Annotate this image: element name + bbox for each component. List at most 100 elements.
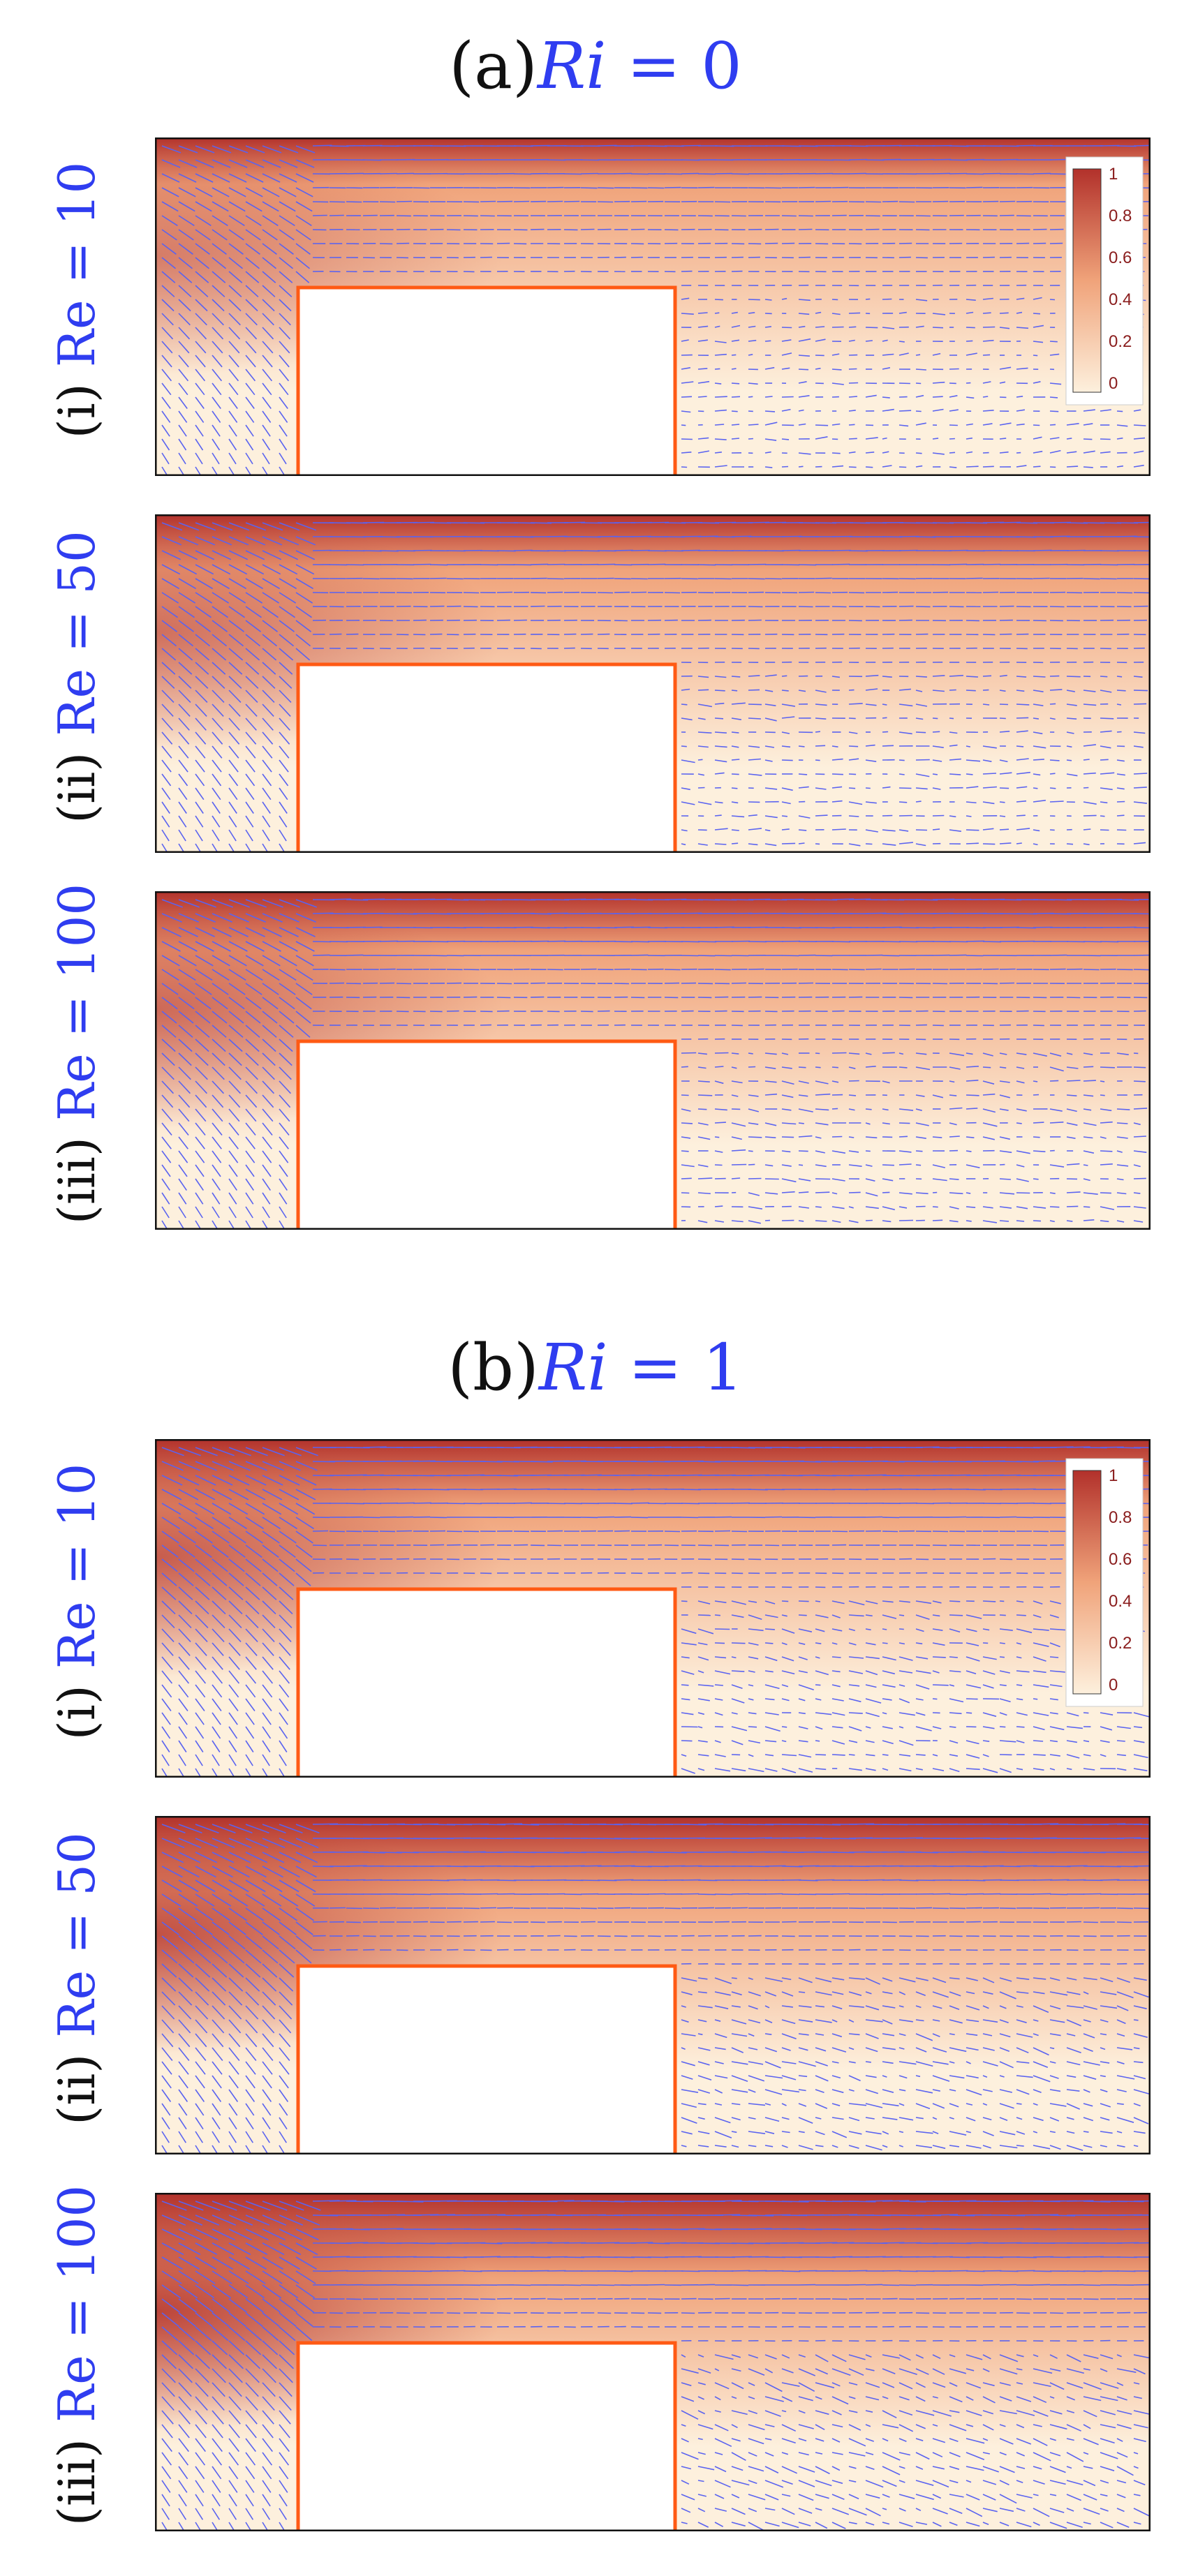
velocity-arrow [228,271,243,283]
velocity-arrow [781,1600,789,1602]
velocity-arrow [1016,1164,1025,1168]
velocity-arrow [781,1122,797,1125]
velocity-arrow [212,1192,221,1205]
velocity-arrow [195,1907,214,1921]
velocity-arrow [798,1600,809,1602]
velocity-arrow [262,1935,279,1950]
velocity-arrow [798,1740,808,1743]
velocity-arrow [262,1531,280,1544]
velocity-arrow [1016,465,1027,468]
velocity-arrow [195,1503,215,1515]
velocity-arrow [815,1642,822,1644]
velocity-arrow [714,772,725,775]
velocity-arrow [848,1726,862,1732]
velocity-arrow [731,717,742,720]
velocity-arrow [195,662,209,675]
velocity-arrow [178,731,190,745]
velocity-arrow [798,338,811,342]
velocity-arrow [496,1488,517,1490]
panel-frame [155,137,1151,476]
velocity-arrow [848,1094,857,1096]
velocity-arrow [195,690,208,703]
velocity-arrow [195,606,212,618]
velocity-arrow [1033,799,1046,803]
velocity-arrow [212,201,229,212]
velocity-arrow [764,703,776,706]
velocity-arrow [245,215,262,226]
velocity-arrow [212,801,221,814]
velocity-arrow [262,801,271,814]
velocity-arrow [1049,396,1058,399]
velocity-arrow [614,941,633,943]
velocity-arrow [1033,172,1051,174]
velocity-arrow [982,326,996,328]
velocity-arrow [714,1530,731,1532]
velocity-arrow [697,1656,709,1661]
velocity-arrow [748,1684,754,1687]
velocity-arrow [212,1080,224,1094]
velocity-arrow [1016,1656,1022,1659]
velocity-arrow [865,1150,871,1152]
velocity-arrow [178,815,187,828]
velocity-arrow [1033,424,1040,426]
velocity-arrow [212,983,229,995]
velocity-arrow [731,368,737,370]
velocity-arrow [1066,731,1074,734]
velocity-arrow [262,1503,282,1515]
velocity-arrow [1133,745,1144,748]
velocity-arrow [212,1066,225,1080]
velocity-arrow [262,690,275,703]
velocity-arrow [1083,1108,1092,1111]
velocity-arrow [748,1614,762,1621]
velocity-arrow [245,1206,253,1219]
velocity-arrow [781,438,790,440]
velocity-arrow [195,536,216,546]
velocity-arrow [295,983,313,995]
velocity-arrow [714,702,725,705]
velocity-arrow [195,899,216,908]
velocity-arrow [932,759,942,762]
velocity-arrow [1083,690,1096,692]
velocity-arrow [714,731,727,734]
velocity-arrow [245,1852,268,1863]
velocity-arrow [279,1489,299,1501]
velocity-arrow [748,1163,755,1166]
velocity-arrow [1066,717,1077,720]
velocity-arrow [865,787,871,789]
velocity-arrow [982,1093,996,1096]
velocity-arrow [697,437,709,440]
velocity-arrow [279,1517,297,1530]
velocity-arrow [178,829,186,842]
velocity-arrow [161,592,179,604]
velocity-arrow [195,969,213,981]
velocity-arrow [279,592,297,604]
velocity-arrow [1066,1136,1076,1139]
velocity-arrow [798,982,814,984]
velocity-arrow [228,983,246,995]
velocity-arrow [1116,1726,1131,1729]
velocity-arrow [228,592,246,604]
velocity-arrow [798,395,810,398]
velocity-arrow [681,172,699,174]
velocity-arrow [915,1600,932,1605]
velocity-arrow [898,842,913,844]
velocity-arrow [1083,1122,1097,1126]
velocity-arrow [681,549,700,551]
velocity-arrow [228,1447,251,1457]
velocity-arrow [161,257,177,269]
velocity-arrow [932,158,952,161]
velocity-arrow [279,1461,301,1471]
velocity-arrow [949,689,956,691]
velocity-arrow [915,1136,926,1139]
velocity-arrow [1066,745,1072,748]
velocity-arrow [161,648,177,661]
velocity-arrow [882,1684,896,1688]
velocity-arrow [882,1642,888,1644]
velocity-arrow [245,592,263,604]
velocity-arrow [882,1740,894,1745]
velocity-arrow [949,1656,958,1658]
velocity-arrow [798,829,807,831]
velocity-arrow [161,1600,176,1614]
velocity-arrow [999,1656,1005,1658]
velocity-arrow [1116,759,1125,762]
